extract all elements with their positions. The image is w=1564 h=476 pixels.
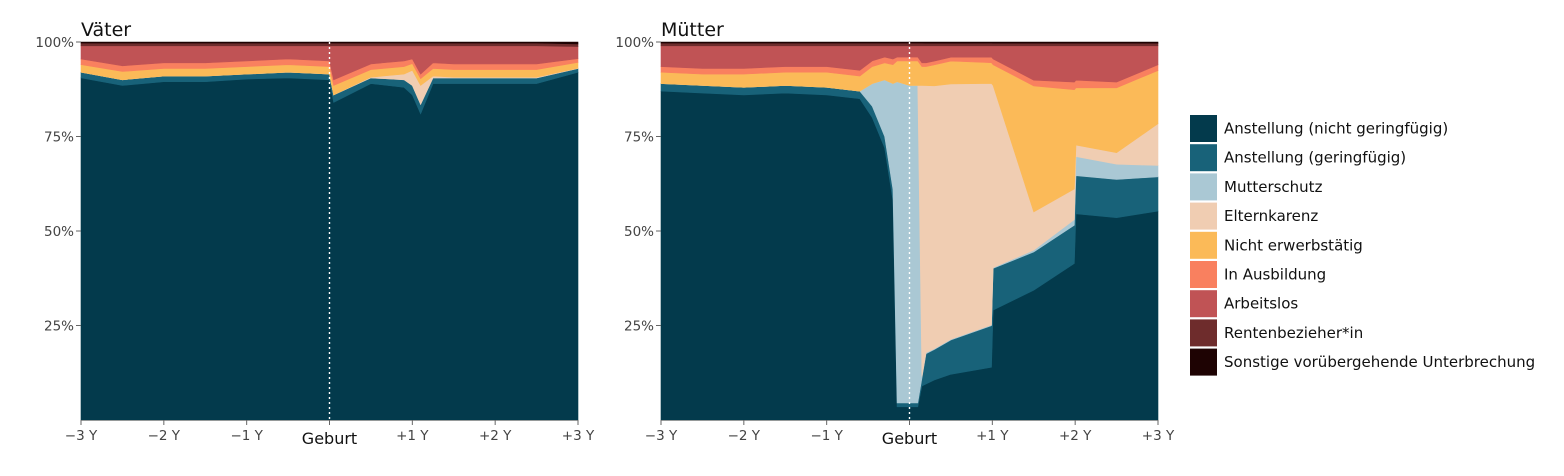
- legend-swatch-in-ausbildung: [1190, 261, 1217, 288]
- legend-swatch-arbeitslos: [1190, 290, 1217, 318]
- legend-swatch-rentenbezieher-in: [1190, 319, 1217, 347]
- legend-label-rentenbezieher-in: Rentenbezieher*in: [1224, 324, 1363, 342]
- legend-label-anstellung-geringfugig: Anstellung (geringfügig): [1224, 149, 1406, 167]
- y-tick-label: 25%: [44, 319, 74, 335]
- legend-swatch-anstellung-geringfugig: [1190, 144, 1217, 172]
- legend-label-mutterschutz: Mutterschutz: [1224, 178, 1323, 196]
- x-tick-label: −3 Y: [645, 428, 678, 444]
- y-tick-label: 100%: [615, 35, 654, 51]
- chart-panel-muetter: Mütter −3 Y −2 Y −1 Y Geburt +1 Y +2 Y +3 Y 25% 5…: [615, 19, 1175, 448]
- y-tick-label: 100%: [35, 35, 74, 51]
- legend-label-anstellung-nicht-geringfugig: Anstellung (nicht geringfügig): [1224, 120, 1448, 138]
- x-tick-label: +3 Y: [562, 428, 595, 444]
- x-tick-label: +1 Y: [396, 428, 429, 444]
- legend-swatch-elternkarenz: [1190, 202, 1217, 230]
- x-tick-label: +1 Y: [976, 428, 1009, 444]
- panel-title: Mütter: [661, 19, 724, 41]
- legend-label-sonstige-vorubergehende-unterbrechung: Sonstige vorübergehende Unterbrechung: [1224, 353, 1535, 371]
- legend-swatch-mutterschutz: [1190, 173, 1217, 201]
- legend-label-arbeitslos: Arbeitslos: [1224, 295, 1298, 313]
- y-tick-label: 50%: [624, 224, 654, 240]
- y-tick-label: 75%: [44, 130, 74, 146]
- x-tick-label: −2 Y: [728, 428, 761, 444]
- legend-swatch-anstellung-nicht-geringfugig: [1190, 115, 1217, 142]
- legend-swatch-sonstige-vorubergehende-unterbrechung: [1190, 348, 1217, 376]
- x-tick-label: −2 Y: [148, 428, 181, 444]
- x-tick-label: −3 Y: [65, 428, 98, 444]
- chart-legend: Anstellung (nicht geringfügig) Anstellung…: [1190, 115, 1535, 376]
- y-tick-label: 75%: [624, 130, 654, 146]
- x-tick-label: +3 Y: [1142, 428, 1175, 444]
- chart-panel-vaeter: Väter −3 Y −2 Y −1 Y Geburt +1 Y +2 Y +3 Y 25% 50…: [35, 19, 595, 448]
- panel-title: Väter: [81, 19, 131, 41]
- legend-label-in-ausbildung: In Ausbildung: [1224, 266, 1326, 284]
- x-tick-label: −1 Y: [810, 428, 843, 444]
- x-tick-label: +2 Y: [1059, 428, 1092, 444]
- legend-swatch-nicht-erwerbstatig: [1190, 231, 1217, 259]
- x-tick-label: Geburt: [302, 429, 357, 448]
- x-tick-label: −1 Y: [230, 428, 263, 444]
- y-tick-label: 50%: [44, 224, 74, 240]
- x-tick-label: Geburt: [882, 429, 937, 448]
- legend-label-nicht-erwerbstatig: Nicht erwerbstätig: [1224, 236, 1363, 254]
- legend-label-elternkarenz: Elternkarenz: [1224, 207, 1318, 225]
- y-tick-label: 25%: [624, 319, 654, 335]
- x-tick-label: +2 Y: [479, 428, 512, 444]
